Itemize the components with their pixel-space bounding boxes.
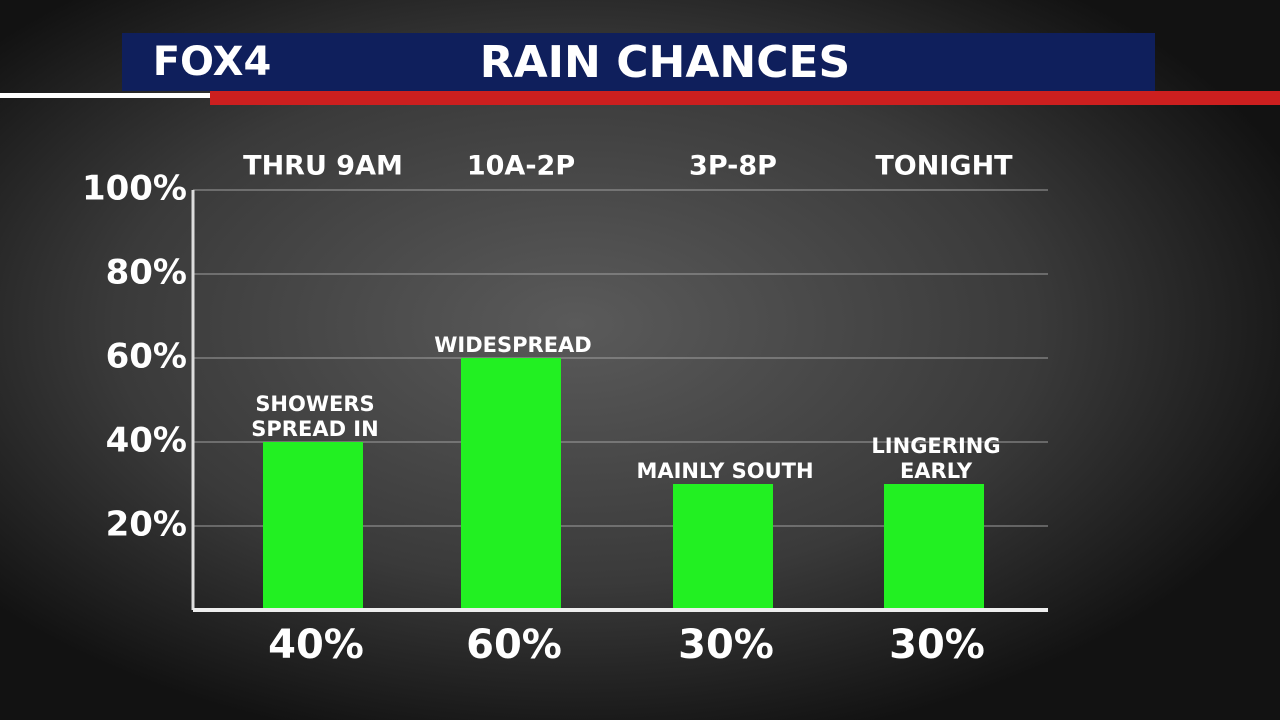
y-tick-label: 80% <box>106 253 187 293</box>
bar-annotation: EARLY <box>900 459 973 483</box>
bar <box>263 442 363 610</box>
y-tick-label: 20% <box>106 505 187 545</box>
bar <box>461 358 561 610</box>
y-tick-label: 60% <box>106 337 187 377</box>
bar-annotation: LINGERING <box>871 434 1000 458</box>
value-label: 60% <box>466 622 562 668</box>
bar-annotation: SPREAD IN <box>251 417 378 441</box>
bar-annotation: WIDESPREAD <box>434 333 591 357</box>
bar <box>884 484 984 610</box>
value-label: 40% <box>268 622 364 668</box>
category-label: 3P-8P <box>689 151 777 182</box>
red-stripe <box>210 91 1280 105</box>
bar <box>673 484 773 610</box>
header-bar <box>122 33 1155 91</box>
category-label: TONIGHT <box>875 151 1013 182</box>
white-stripe <box>0 93 212 98</box>
value-label: 30% <box>678 622 774 668</box>
y-tick-label: 40% <box>106 421 187 461</box>
bar-annotation: SHOWERS <box>255 392 374 416</box>
category-label: THRU 9AM <box>243 151 403 182</box>
logo: FOX4 <box>153 39 272 85</box>
chart-title: RAIN CHANCES <box>480 37 850 88</box>
bar-annotation: MAINLY SOUTH <box>636 459 813 483</box>
category-label: 10A-2P <box>467 151 575 182</box>
value-label: 30% <box>889 622 985 668</box>
y-tick-label: 100% <box>82 169 187 209</box>
